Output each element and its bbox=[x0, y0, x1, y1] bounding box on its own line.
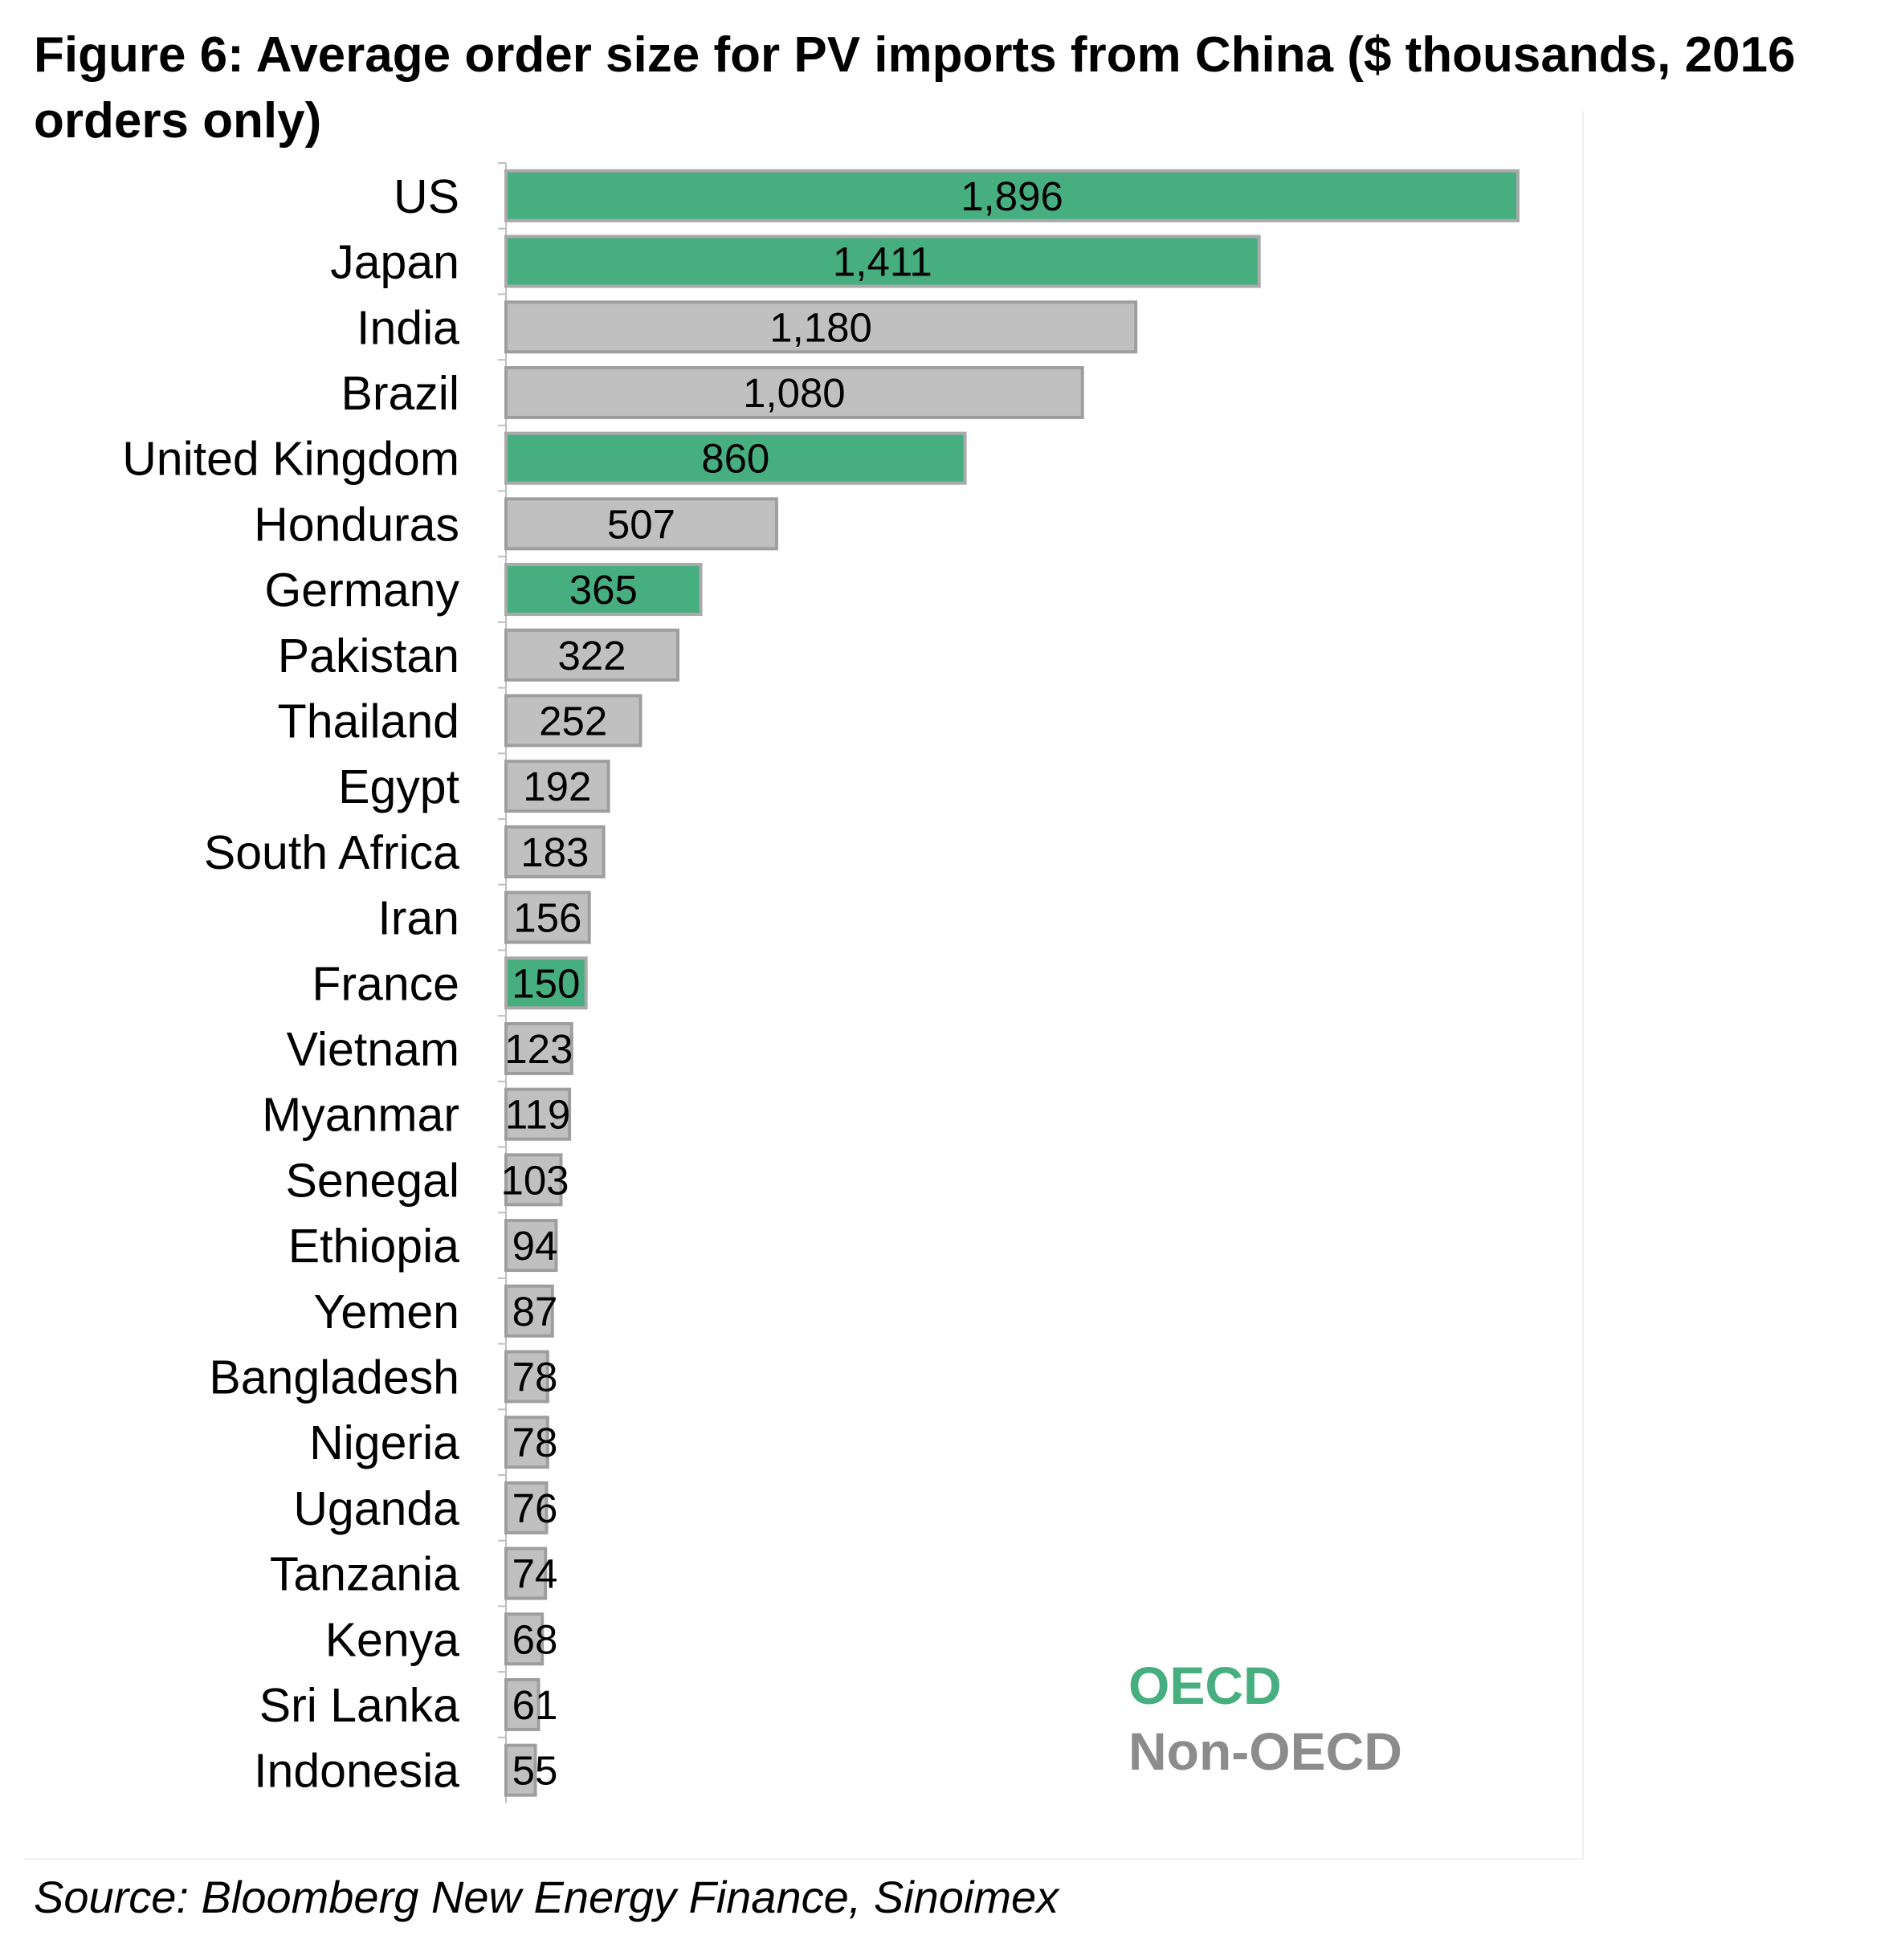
bar-kenya bbox=[504, 1612, 545, 1666]
value-label-brazil: 1,080 bbox=[743, 370, 846, 416]
category-label-myanmar: Myanmar bbox=[262, 1089, 459, 1142]
bar-sri-lanka bbox=[504, 1677, 541, 1731]
category-label-senegal: Senegal bbox=[285, 1154, 459, 1207]
bar-tanzania bbox=[504, 1546, 548, 1600]
value-label-france: 150 bbox=[512, 960, 580, 1006]
bar-germany bbox=[504, 563, 703, 617]
bar-ethiopia bbox=[504, 1219, 558, 1273]
category-label-honduras: Honduras bbox=[254, 498, 459, 551]
bar-iran bbox=[504, 890, 591, 944]
chart-title: Figure 6: Average order size for PV impo… bbox=[34, 27, 1796, 149]
category-label-kenya: Kenya bbox=[325, 1613, 459, 1666]
category-label-iran: Iran bbox=[377, 892, 459, 945]
value-label-us: 1,896 bbox=[961, 173, 1063, 219]
category-label-india: India bbox=[357, 301, 459, 354]
value-label-japan: 1,411 bbox=[833, 239, 932, 285]
value-label-nigeria: 78 bbox=[512, 1420, 558, 1465]
value-label-uganda: 76 bbox=[512, 1485, 558, 1531]
bar-pakistan bbox=[504, 628, 679, 682]
value-label-iran: 156 bbox=[513, 895, 581, 941]
bar-myanmar bbox=[504, 1087, 572, 1141]
category-label-indonesia: Indonesia bbox=[254, 1745, 459, 1798]
value-label-sri-lanka: 61 bbox=[512, 1682, 558, 1728]
bar-us bbox=[504, 169, 1520, 222]
category-label-nigeria: Nigeria bbox=[309, 1416, 459, 1469]
value-label-honduras: 507 bbox=[607, 501, 675, 547]
plot-area-frame bbox=[24, 111, 1584, 1860]
legend: OECD Non-OECD bbox=[1128, 1652, 1402, 1784]
source-note: Source: Bloomberg New Energy Finance, Si… bbox=[34, 1872, 1059, 1922]
value-label-tanzania: 74 bbox=[512, 1551, 558, 1597]
category-label-united-kingdom: United Kingdom bbox=[122, 433, 459, 486]
category-label-ethiopia: Ethiopia bbox=[288, 1220, 459, 1273]
bar-senegal bbox=[504, 1153, 563, 1207]
category-label-south-africa: South Africa bbox=[204, 826, 459, 879]
bar-nigeria bbox=[504, 1416, 549, 1469]
bar-france bbox=[504, 956, 588, 1010]
category-label-vietnam: Vietnam bbox=[287, 1023, 459, 1076]
bar-indonesia bbox=[504, 1743, 537, 1797]
value-label-united-kingdom: 860 bbox=[701, 436, 769, 482]
value-label-thailand: 252 bbox=[539, 698, 607, 744]
category-label-thailand: Thailand bbox=[278, 695, 459, 748]
category-label-france: France bbox=[312, 957, 459, 1010]
category-label-tanzania: Tanzania bbox=[270, 1548, 459, 1601]
value-label-vietnam: 123 bbox=[504, 1026, 573, 1072]
bar-egypt bbox=[504, 760, 610, 813]
bar-vietnam bbox=[504, 1021, 573, 1075]
bar-japan bbox=[504, 234, 1261, 288]
legend-non-oecd: Non-OECD bbox=[1128, 1722, 1402, 1781]
bar-bangladesh bbox=[504, 1350, 549, 1404]
value-label-south-africa: 183 bbox=[520, 829, 589, 875]
category-label-brazil: Brazil bbox=[341, 367, 459, 420]
category-label-bangladesh: Bangladesh bbox=[209, 1351, 459, 1404]
value-label-bangladesh: 78 bbox=[512, 1354, 558, 1400]
category-label-us: US bbox=[394, 170, 459, 223]
bar-honduras bbox=[504, 497, 778, 551]
bar-united-kingdom bbox=[504, 431, 967, 485]
bar-india bbox=[504, 300, 1138, 354]
value-label-pakistan: 322 bbox=[557, 633, 626, 678]
category-label-germany: Germany bbox=[264, 564, 459, 617]
value-label-egypt: 192 bbox=[523, 764, 591, 809]
value-label-ethiopia: 94 bbox=[512, 1223, 558, 1269]
category-label-egypt: Egypt bbox=[338, 760, 459, 813]
category-label-pakistan: Pakistan bbox=[278, 630, 459, 683]
value-label-kenya: 68 bbox=[512, 1616, 558, 1662]
value-label-india: 1,180 bbox=[769, 304, 872, 350]
value-label-myanmar: 119 bbox=[505, 1092, 570, 1138]
bar-south-africa bbox=[504, 825, 606, 878]
bar-thailand bbox=[504, 694, 643, 748]
category-label-japan: Japan bbox=[330, 236, 459, 289]
legend-oecd: OECD bbox=[1128, 1656, 1282, 1715]
value-label-yemen: 87 bbox=[512, 1289, 558, 1335]
category-label-uganda: Uganda bbox=[293, 1482, 459, 1535]
value-label-indonesia: 55 bbox=[512, 1748, 558, 1794]
category-label-yemen: Yemen bbox=[313, 1286, 459, 1339]
value-label-senegal: 103 bbox=[500, 1157, 569, 1203]
bar-yemen bbox=[504, 1284, 554, 1338]
bar-brazil bbox=[504, 365, 1084, 419]
bar-uganda bbox=[504, 1481, 549, 1534]
value-label-germany: 365 bbox=[569, 567, 638, 613]
category-label-sri-lanka: Sri Lanka bbox=[259, 1679, 459, 1732]
